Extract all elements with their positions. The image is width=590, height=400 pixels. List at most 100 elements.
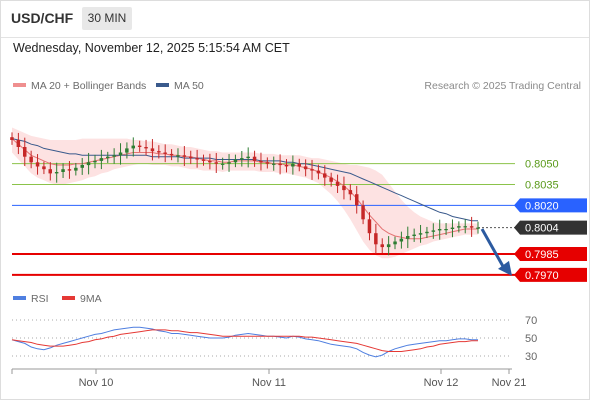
candle-body — [169, 153, 174, 156]
ma20-legend-label: MA 20 + Bollinger Bands — [31, 80, 147, 92]
timeframe-button[interactable]: 30 MIN — [82, 7, 132, 30]
bollinger-band-layer — [12, 127, 478, 259]
candle-body — [335, 181, 340, 186]
rsi-level-label: 70 — [525, 315, 537, 327]
candle-body — [144, 147, 148, 149]
candles-layer — [10, 132, 480, 256]
ma50-legend-label: MA 50 — [174, 80, 204, 92]
timestamp: Wednesday, November 12, 2025 5:15:54 AM … — [13, 41, 290, 55]
candle-body — [310, 169, 314, 171]
price-tag-label: 0.7970 — [525, 270, 559, 282]
price-tag-label: 0.7985 — [525, 249, 559, 261]
price-tag-pivot — [514, 198, 587, 213]
level-label-resistance: 0.8050 — [525, 159, 559, 171]
candle-body — [431, 230, 436, 232]
candle-body — [233, 159, 238, 163]
candle-body — [16, 140, 21, 147]
candle-body — [112, 155, 116, 157]
research-credit: Research © 2025 Trading Central — [424, 80, 581, 92]
candle-body — [67, 169, 72, 171]
price-tag-support — [514, 247, 587, 262]
moving-average-layer — [11, 138, 478, 240]
candle-body — [240, 158, 244, 160]
price-tag-label: 0.8020 — [525, 200, 559, 212]
price-tag-label: 0.8004 — [525, 223, 559, 235]
candle-body — [469, 226, 474, 228]
candle-body — [118, 152, 123, 156]
candle-body — [137, 145, 142, 147]
candle-body — [252, 156, 257, 161]
ma50-swatch — [156, 83, 169, 88]
candle-body — [291, 163, 295, 167]
candle-body — [48, 169, 52, 174]
candle-body — [208, 160, 212, 163]
candle-body — [476, 227, 480, 229]
candle-body — [131, 145, 135, 149]
candle-body — [412, 234, 416, 236]
time-tick-label: Nov 12 — [424, 377, 459, 389]
candle-body — [463, 226, 467, 228]
ma9-legend-label: 9MA — [80, 293, 102, 305]
candle-body — [444, 229, 448, 231]
forecast-arrow-head — [498, 260, 512, 276]
candle-body — [42, 166, 46, 170]
candle-body — [386, 244, 391, 248]
candle-body — [380, 244, 384, 248]
candle-body — [348, 190, 353, 195]
candle-body — [425, 231, 429, 234]
candle-body — [99, 158, 104, 161]
candle-body — [106, 156, 110, 159]
candle-body — [227, 162, 231, 164]
price-tag-current — [514, 220, 587, 235]
candle-body — [284, 165, 289, 167]
symbol-title: USD/CHF — [11, 10, 74, 26]
rsi-ma9-line — [11, 329, 478, 352]
rsi-level-label: 30 — [525, 351, 537, 363]
candle-body — [189, 156, 193, 159]
time-tick-label: Nov 10 — [79, 377, 114, 389]
ma50-line — [11, 138, 478, 222]
ma9-swatch — [62, 296, 75, 301]
level-lines-layer — [12, 163, 515, 276]
candle-body — [367, 219, 372, 234]
candle-body — [195, 158, 199, 160]
candle-body — [93, 160, 97, 163]
candle-body — [329, 177, 333, 182]
candle-body — [125, 148, 129, 153]
rsi-legend-item: RSI — [13, 293, 49, 305]
candle-body — [150, 148, 155, 152]
candle-body — [265, 162, 270, 164]
candle-body — [61, 169, 65, 172]
forecast-arrow-shaft — [480, 228, 507, 271]
rsi-line — [11, 326, 478, 358]
ma50-legend-item: MA 50 — [156, 80, 204, 92]
candle-body — [437, 229, 442, 231]
candle-body — [182, 155, 187, 157]
candle-body — [393, 241, 397, 245]
rsi-swatch — [13, 296, 26, 301]
price-tags-layer: 0.8050 0.8035 0.8020 0.8004 0.7985 0.7970 — [514, 159, 587, 282]
candle-body — [450, 227, 455, 229]
time-tick-label: Nov 21 — [492, 377, 527, 389]
candle-body — [272, 163, 276, 165]
ma9-legend-item: 9MA — [62, 293, 102, 305]
bollinger-band — [12, 127, 478, 259]
candle-body — [80, 165, 84, 168]
level-label-resistance: 0.8035 — [525, 180, 559, 192]
candle-body — [418, 233, 423, 235]
candle-body — [259, 160, 263, 163]
candle-body — [316, 170, 321, 174]
candle-body — [201, 159, 206, 161]
candle-body — [220, 163, 225, 165]
candle-body — [176, 155, 180, 157]
candle-body — [29, 156, 33, 163]
candle-body — [35, 162, 40, 167]
ma20-swatch — [13, 83, 26, 88]
rsi-legend-label: RSI — [31, 293, 49, 305]
candle-body — [10, 137, 14, 140]
candle-body — [457, 226, 461, 228]
time-axis: Nov 10 Nov 11 Nov 12 Nov 21 — [11, 368, 527, 389]
candle-body — [374, 233, 378, 245]
candle-body — [278, 163, 282, 166]
